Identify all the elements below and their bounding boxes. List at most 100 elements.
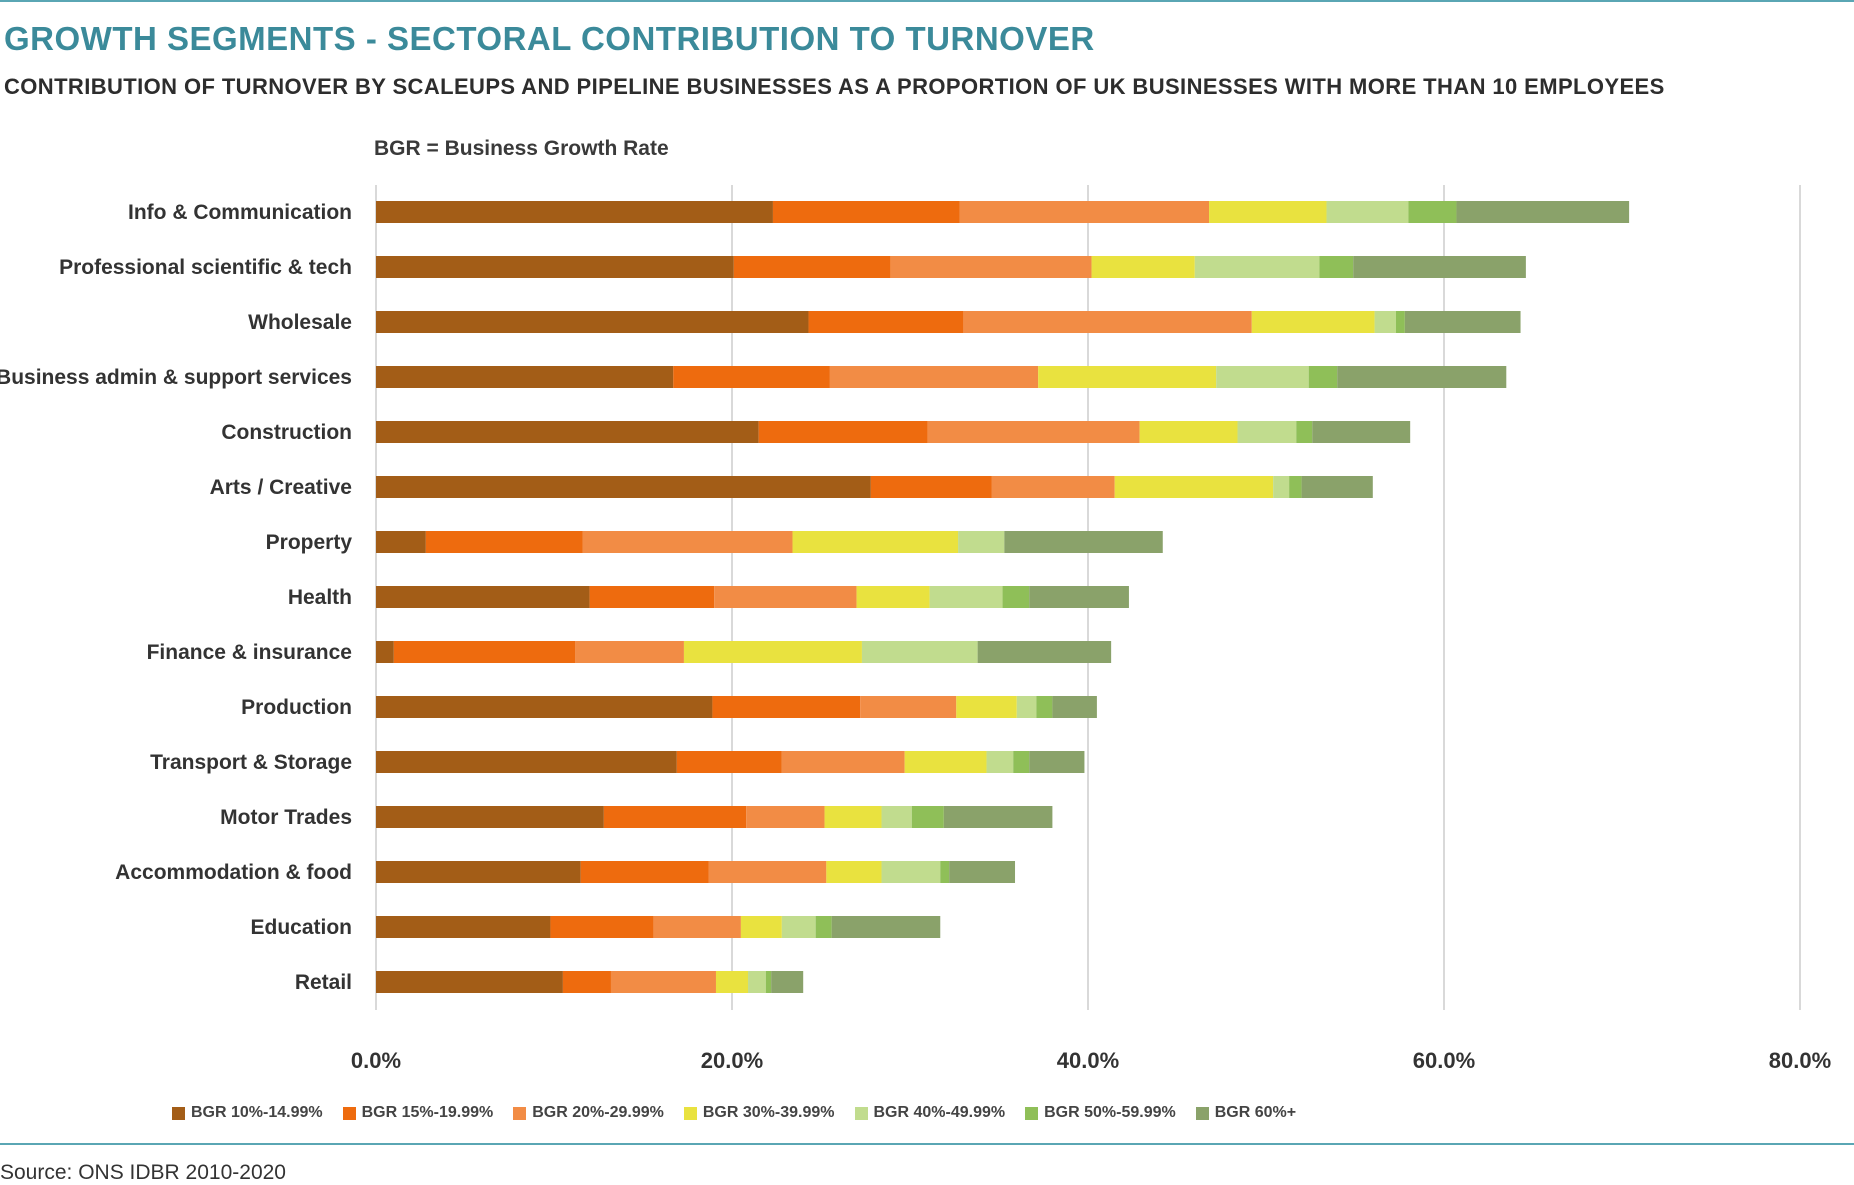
bar-segment	[1029, 586, 1129, 608]
bar-segment	[781, 751, 905, 773]
bar-segment	[963, 311, 1252, 333]
category-label: Wholesale	[248, 311, 352, 334]
bar-segment	[712, 696, 861, 718]
bar-segment	[740, 916, 782, 938]
x-tick-label: 0.0%	[351, 1048, 401, 1073]
bar-segment	[1301, 476, 1373, 498]
bar-segment	[781, 916, 816, 938]
category-labels: Info & Communication Professional scienti…	[0, 201, 352, 994]
bar-segment	[580, 861, 709, 883]
x-axis-ticks: 0.0% 20.0% 40.0% 60.0% 80.0%	[351, 1048, 1831, 1073]
bar-segment	[376, 421, 759, 443]
bar-segment	[856, 586, 930, 608]
category-label: Health	[288, 586, 352, 609]
bar-segment	[376, 861, 581, 883]
bar-segment	[589, 586, 715, 608]
bar-segment	[1114, 476, 1274, 498]
bottom-rule	[0, 1143, 1854, 1145]
bar-segment	[1036, 696, 1053, 718]
bar-segment	[1237, 421, 1297, 443]
legend-item: BGR 40%-49.99%	[854, 1104, 1006, 1122]
category-label: Retail	[295, 971, 352, 994]
category-label: Property	[266, 531, 353, 554]
bar-segment	[1091, 256, 1195, 278]
bar-segment	[792, 531, 959, 553]
bar-segment	[733, 256, 891, 278]
category-label: Finance & insurance	[147, 641, 352, 664]
category-label: Education	[250, 916, 352, 939]
bar-segment	[376, 311, 809, 333]
bar-segment	[376, 696, 713, 718]
bar-segment	[991, 476, 1115, 498]
bar-segment	[683, 641, 862, 663]
bar-segment	[1408, 201, 1457, 223]
bar-segment	[376, 806, 604, 828]
bar-segment	[1194, 256, 1320, 278]
bar-segment	[1273, 476, 1290, 498]
bars	[376, 201, 1630, 993]
bar-segment	[1013, 751, 1030, 773]
bar-segment	[829, 366, 1039, 388]
x-tick-label: 80.0%	[1769, 1048, 1831, 1073]
bar-segment	[376, 366, 674, 388]
bar-segment	[958, 531, 1005, 553]
chart-legend: BGR 10%-14.99% BGR 15%-19.99% BGR 20%-29.9…	[172, 1104, 1296, 1122]
bar-segment	[603, 806, 747, 828]
bar-segment	[956, 696, 1017, 718]
bar-segment	[1308, 366, 1338, 388]
category-label: Business admin & support services	[0, 366, 352, 389]
bar-segment	[376, 476, 871, 498]
x-tick-label: 20.0%	[701, 1048, 763, 1073]
bar-segment	[771, 971, 804, 993]
category-label: Arts / Creative	[210, 476, 352, 499]
bar-segment	[1052, 696, 1097, 718]
bar-segment	[376, 751, 677, 773]
bar-segment	[940, 861, 950, 883]
category-label: Transport & Storage	[150, 751, 352, 774]
bar-segment	[1353, 256, 1526, 278]
bar-segment	[815, 916, 832, 938]
legend-swatch	[1025, 1106, 1039, 1120]
bar-segment	[929, 586, 1003, 608]
bar-segment	[1029, 751, 1085, 773]
x-tick-label: 60.0%	[1413, 1048, 1475, 1073]
bar-segment	[911, 806, 944, 828]
bar-segment	[890, 256, 1092, 278]
legend-swatch	[1195, 1106, 1209, 1120]
bar-segment	[376, 531, 426, 553]
legend-label: BGR 20%-29.99%	[532, 1104, 664, 1121]
bar-segment	[746, 806, 825, 828]
legend-item: BGR 30%-39.99%	[683, 1104, 835, 1122]
bar-segment	[610, 971, 716, 993]
chart-title: GROWTH SEGMENTS - SECTORAL CONTRIBUTION …	[4, 20, 1095, 57]
bar-segment	[708, 861, 827, 883]
bar-segment	[562, 971, 611, 993]
bar-segment	[977, 641, 1112, 663]
bar-segment	[758, 421, 928, 443]
bar-segment	[1139, 421, 1238, 443]
source-note: Source: ONS IDBR 2010-2020	[0, 1161, 286, 1184]
bar-segment	[870, 476, 992, 498]
bar-segment	[1251, 311, 1375, 333]
bar-segment	[1404, 311, 1521, 333]
bar-segment	[1216, 366, 1309, 388]
bar-segment	[1326, 201, 1409, 223]
bar-segment	[425, 531, 583, 553]
bar-segment	[860, 696, 957, 718]
bar-segment	[1337, 366, 1507, 388]
bar-segment	[715, 971, 749, 993]
bar-segment	[1209, 201, 1327, 223]
bar-segment	[673, 366, 830, 388]
legend-label: BGR 60%+	[1214, 1104, 1297, 1121]
bar-segment	[824, 806, 882, 828]
legend-label: BGR 40%-49.99%	[873, 1104, 1006, 1121]
bar-segment	[772, 201, 960, 223]
bar-segment	[881, 861, 941, 883]
legend-swatch	[683, 1106, 697, 1120]
bar-segment	[831, 916, 941, 938]
bar-segment	[927, 421, 1140, 443]
bar-segment	[986, 751, 1014, 773]
bar-segment	[904, 751, 987, 773]
chart-subtitle: CONTRIBUTION OF TURNOVER BY SCALEUPS AND…	[4, 74, 1665, 99]
legend-swatch	[854, 1106, 868, 1120]
